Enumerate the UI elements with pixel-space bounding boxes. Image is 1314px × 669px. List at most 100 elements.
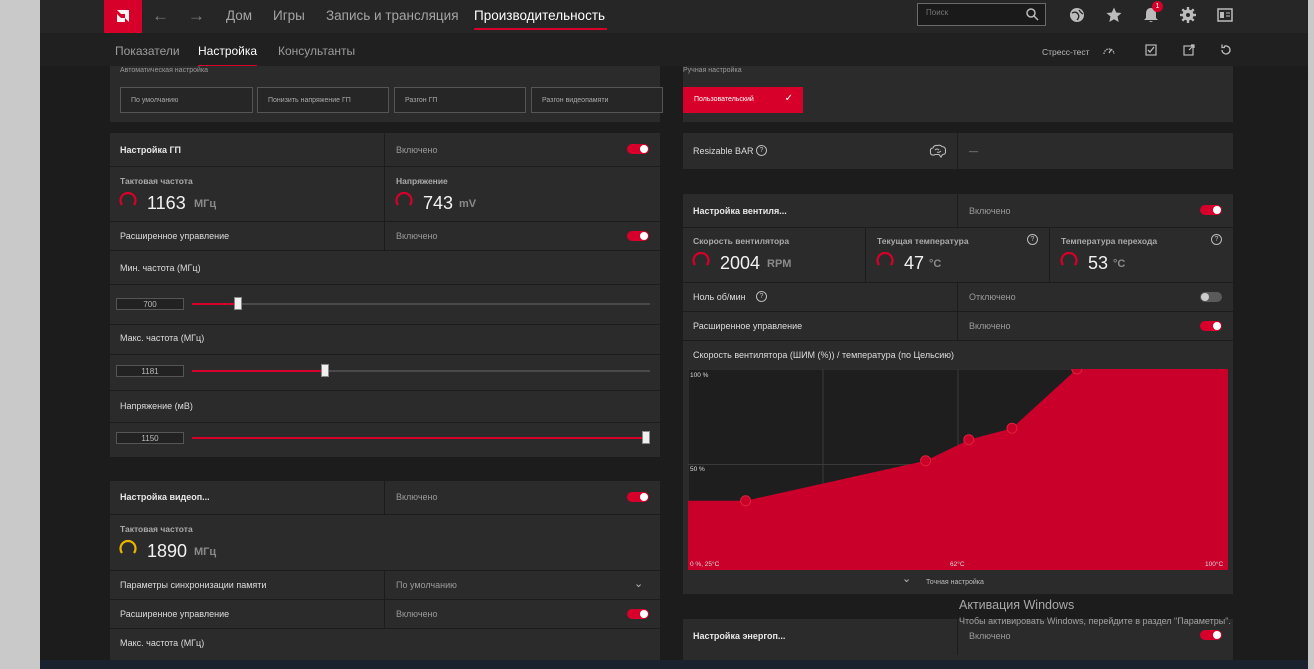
vram-max-freq-label: Макс. частота (МГц)	[120, 638, 205, 648]
tab-advisors[interactable]: Консультанты	[278, 44, 356, 58]
tab-tuning[interactable]: Настройка	[198, 44, 258, 58]
divider	[683, 340, 1233, 341]
stress-test-label[interactable]: Стресс-тест	[1042, 47, 1090, 57]
gpu-tuning-card: Настройка ГП Включено Тактовая частота 1…	[110, 133, 660, 457]
gpu-advanced-state: Включено	[396, 231, 438, 241]
reset-icon[interactable]	[1219, 43, 1233, 57]
help-icon[interactable]: ?	[1027, 234, 1038, 245]
memory-timing-value: По умолчанию	[396, 580, 457, 590]
nav-record-stream[interactable]: Запись и трансляция	[326, 8, 459, 23]
voltage-mv-slider[interactable]	[192, 431, 650, 445]
vram-tuning-state: Включено	[396, 492, 438, 502]
gauge-icon[interactable]	[1102, 43, 1116, 57]
min-freq-slider[interactable]	[192, 297, 650, 311]
help-icon[interactable]: ?	[1211, 234, 1222, 245]
divider	[957, 283, 958, 311]
current-temp-label: Текущая температура	[877, 236, 969, 246]
zero-rpm-toggle[interactable]	[1200, 292, 1222, 302]
zero-rpm-state: Отключено	[969, 292, 1016, 302]
divider	[384, 600, 385, 628]
globe-icon[interactable]	[1068, 6, 1086, 24]
fine-tune-label: Точная настройка	[926, 579, 984, 586]
divider	[683, 227, 1233, 228]
layout-icon[interactable]	[1216, 6, 1234, 24]
voltage-mv-value[interactable]: 1150	[116, 432, 184, 444]
amd-logo[interactable]	[104, 0, 142, 33]
star-icon[interactable]	[1105, 6, 1123, 24]
nav-home[interactable]: Дом	[226, 8, 253, 23]
gpu-clock-label: Тактовая частота	[120, 176, 193, 186]
help-icon[interactable]: ?	[756, 291, 767, 302]
fan-curve-chart[interactable]: 100 % 50 % 0 %, 25°C 62°C 100°C	[688, 369, 1228, 570]
search-box[interactable]	[917, 3, 1046, 26]
fan-curve-point[interactable]	[1006, 422, 1018, 434]
x-tick-start: 0 %, 25°C	[690, 560, 720, 568]
preset-gpu-oc-button[interactable]: Разгон ГП	[394, 87, 526, 113]
power-tuning-toggle[interactable]	[1200, 630, 1222, 640]
divider	[110, 422, 660, 423]
max-freq-value[interactable]: 1181	[116, 365, 184, 377]
fan-speed-label: Скорость вентилятора	[693, 236, 790, 246]
fan-curve-point[interactable]	[740, 495, 752, 507]
preset-default-button[interactable]: По умолчанию	[120, 87, 253, 113]
nav-games[interactable]: Игры	[273, 8, 305, 23]
divider	[683, 311, 1233, 312]
gpu-tuning-toggle[interactable]	[627, 144, 649, 154]
gpu-clock-unit: МГц	[194, 198, 217, 210]
max-freq-slider[interactable]	[192, 364, 650, 378]
auto-tuning-label: Автоматическая настройка	[120, 67, 209, 74]
fan-tuning-state: Включено	[969, 206, 1011, 216]
slider-thumb[interactable]	[233, 297, 242, 310]
apply-icon[interactable]	[1144, 43, 1158, 57]
divider	[110, 324, 660, 325]
fan-tuning-toggle[interactable]	[1200, 205, 1222, 215]
vram-clock-label: Тактовая частота	[120, 524, 193, 534]
manual-tuning-card: Ручная настройка Пользовательский ✓	[683, 66, 1233, 122]
amd-software-window: ← → Дом Игры Запись и трансляция Произво…	[40, 0, 1308, 669]
search-input[interactable]	[926, 8, 1026, 17]
vram-clock-value: 1890	[147, 541, 188, 561]
auto-tuning-card: Автоматическая настройка По умолчанию По…	[110, 66, 663, 122]
gear-icon[interactable]	[1179, 6, 1197, 24]
vram-tuning-toggle[interactable]	[627, 492, 649, 502]
gpu-advanced-toggle[interactable]	[627, 231, 649, 241]
fan-curve-point[interactable]	[920, 455, 932, 467]
search-icon[interactable]	[1025, 7, 1039, 21]
fine-tune-toggle[interactable]: ⌄ Точная настройка	[683, 573, 1233, 594]
fan-curve-title: Скорость вентилятора (ШИМ (%)) / темпера…	[693, 350, 955, 360]
fan-curve-point[interactable]	[1071, 369, 1083, 375]
fan-curve-points[interactable]	[740, 369, 1083, 507]
tab-metrics[interactable]: Показатели	[115, 44, 180, 58]
fan-advanced-toggle[interactable]	[1200, 321, 1222, 331]
custom-preset-button[interactable]: Пользовательский ✓	[683, 87, 803, 113]
export-icon[interactable]	[1182, 43, 1196, 57]
preset-undervolt-button[interactable]: Понизить напряжение ГП	[257, 87, 389, 113]
chevron-down-icon[interactable]: ⌄	[634, 578, 644, 590]
back-arrow-icon[interactable]: ←	[152, 6, 169, 25]
slider-fill	[192, 370, 325, 372]
power-tuning-state: Включено	[969, 631, 1011, 641]
nav-performance[interactable]: Производительность	[474, 8, 606, 23]
current-temp-unit: °C	[929, 258, 942, 270]
fan-tuning-card: Настройка вентиля... Включено Скорость в…	[683, 194, 1233, 594]
help-icon[interactable]: ?	[756, 145, 767, 156]
vram-advanced-toggle[interactable]	[627, 609, 649, 619]
gpu-tuning-header: Настройка ГП Включено	[110, 133, 660, 166]
vram-clock-gauge-icon	[119, 539, 137, 554]
memory-timing-row[interactable]: Параметры синхронизации памяти По умолча…	[110, 571, 660, 599]
slider-thumb[interactable]	[320, 364, 329, 377]
power-tuning-title: Настройка энергоп...	[693, 631, 786, 641]
preset-vram-oc-button[interactable]: Разгон видеопамяти	[531, 87, 663, 113]
divider	[110, 354, 660, 355]
divider	[865, 228, 866, 282]
gpu-advanced-row: Расширенное управление Включено	[110, 222, 660, 250]
fan-curve-point[interactable]	[963, 434, 975, 446]
fan-tuning-header: Настройка вентиля... Включено	[683, 194, 1233, 227]
divider	[384, 133, 385, 166]
junction-temp-value: 53	[1088, 253, 1109, 273]
gpu-voltage-unit: mV	[459, 198, 477, 210]
slider-thumb[interactable]	[642, 431, 650, 444]
min-freq-value[interactable]: 700	[116, 298, 184, 310]
slider-fill	[192, 303, 238, 305]
forward-arrow-icon[interactable]: →	[188, 6, 205, 25]
